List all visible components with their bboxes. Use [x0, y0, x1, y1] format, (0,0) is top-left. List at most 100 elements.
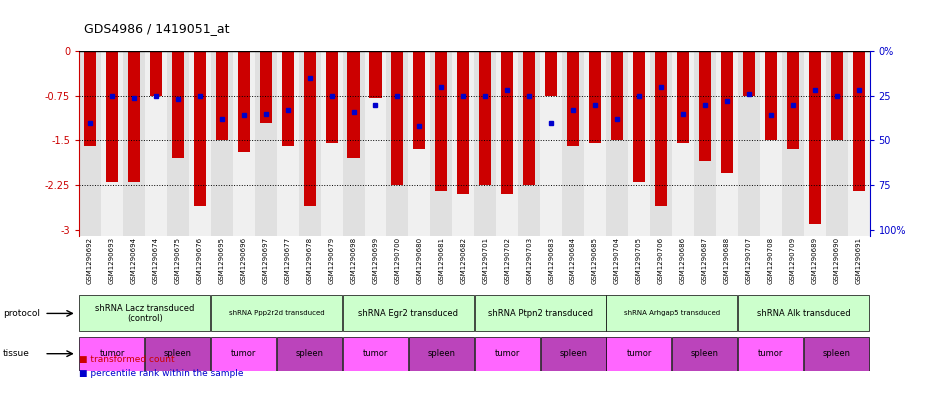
Text: GDS4986 / 1419051_at: GDS4986 / 1419051_at — [84, 22, 229, 35]
Bar — [392, 51, 404, 185]
Bar — [128, 51, 140, 182]
Bar — [474, 337, 539, 371]
Bar — [606, 337, 671, 371]
Bar — [672, 337, 737, 371]
Bar — [760, 51, 782, 236]
Bar — [694, 51, 716, 236]
Text: shRNA Lacz transduced
(control): shRNA Lacz transduced (control) — [95, 304, 194, 323]
Bar — [145, 337, 210, 371]
Text: ■ percentile rank within the sample: ■ percentile rank within the sample — [79, 369, 244, 378]
Bar — [79, 337, 144, 371]
Text: shRNA Alk transduced: shRNA Alk transduced — [757, 309, 851, 318]
Bar — [677, 51, 689, 143]
Bar — [584, 51, 606, 236]
Bar — [123, 51, 145, 236]
Bar — [303, 51, 315, 206]
Text: tumor: tumor — [100, 349, 125, 358]
Bar — [216, 51, 228, 140]
Bar — [808, 51, 820, 224]
Bar — [452, 51, 474, 236]
Bar — [540, 337, 605, 371]
Bar — [655, 51, 667, 206]
Bar — [545, 51, 557, 96]
Bar — [348, 51, 360, 158]
Bar — [387, 51, 408, 236]
Text: tumor: tumor — [758, 349, 783, 358]
Bar — [84, 51, 96, 147]
Bar — [409, 337, 474, 371]
Bar — [698, 51, 711, 161]
Text: tumor: tumor — [495, 349, 520, 358]
Bar — [211, 51, 232, 236]
Bar — [106, 51, 118, 182]
Text: spleen: spleen — [164, 349, 192, 358]
Bar — [826, 51, 847, 236]
Text: shRNA Ptpn2 transduced: shRNA Ptpn2 transduced — [487, 309, 592, 318]
Bar — [255, 51, 277, 236]
Bar — [150, 51, 162, 96]
Bar — [737, 51, 760, 236]
Bar — [804, 337, 870, 371]
Bar — [365, 51, 387, 236]
Bar — [589, 51, 601, 143]
Bar — [79, 296, 210, 331]
Text: spleen: spleen — [428, 349, 456, 358]
Bar — [628, 51, 650, 236]
Text: tumor: tumor — [231, 349, 257, 358]
Text: spleen: spleen — [559, 349, 587, 358]
Text: shRNA Egr2 transduced: shRNA Egr2 transduced — [358, 309, 458, 318]
Bar — [633, 51, 645, 182]
Text: tumor: tumor — [363, 349, 388, 358]
Text: shRNA Ppp2r2d transduced: shRNA Ppp2r2d transduced — [229, 310, 325, 316]
Bar — [606, 296, 737, 331]
Bar — [189, 51, 211, 236]
Bar — [321, 51, 342, 236]
Bar — [238, 51, 250, 152]
Bar — [540, 51, 562, 236]
Bar — [431, 51, 452, 236]
Bar — [343, 296, 474, 331]
Bar — [326, 51, 338, 143]
Bar — [193, 51, 206, 206]
Bar — [172, 51, 184, 158]
Bar — [211, 296, 342, 331]
Bar — [458, 51, 470, 194]
Bar — [79, 51, 101, 236]
Bar — [606, 51, 628, 236]
Bar — [650, 51, 671, 236]
Text: spleen: spleen — [823, 349, 851, 358]
Text: protocol: protocol — [3, 309, 40, 318]
Bar — [671, 51, 694, 236]
Bar — [611, 51, 623, 140]
Bar — [830, 51, 843, 140]
Bar — [562, 51, 584, 236]
Bar — [408, 51, 431, 236]
Bar — [567, 51, 579, 147]
Bar — [101, 51, 123, 236]
Bar — [232, 51, 255, 236]
Bar — [804, 51, 826, 236]
Bar — [413, 51, 425, 149]
Text: tissue: tissue — [3, 349, 30, 358]
Bar — [211, 337, 276, 371]
Bar — [738, 296, 870, 331]
Bar — [782, 51, 804, 236]
Bar — [343, 337, 408, 371]
Bar — [277, 51, 299, 236]
Bar — [721, 51, 733, 173]
Bar — [259, 51, 272, 123]
Bar — [764, 51, 777, 140]
Bar — [518, 51, 540, 236]
Text: spleen: spleen — [296, 349, 324, 358]
Bar — [743, 51, 755, 96]
Bar — [497, 51, 518, 236]
Bar — [166, 51, 189, 236]
Bar — [474, 296, 605, 331]
Text: spleen: spleen — [691, 349, 719, 358]
Bar — [853, 51, 865, 191]
Text: tumor: tumor — [626, 349, 652, 358]
Bar — [369, 51, 381, 97]
Bar — [435, 51, 447, 191]
Bar — [479, 51, 491, 185]
Bar — [847, 51, 870, 236]
